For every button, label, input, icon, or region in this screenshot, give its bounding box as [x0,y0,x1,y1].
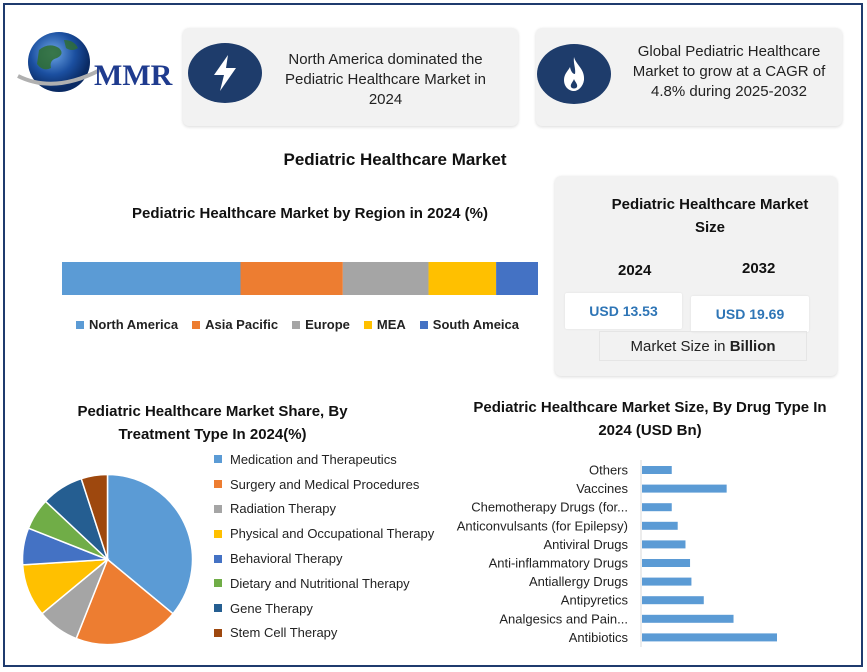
region-legend-item: Asia Pacific [192,317,278,332]
pie-legend: Medication and Therapeutics Surgery and M… [214,447,434,645]
pie-legend-item: Surgery and Medical Procedures [214,472,434,497]
drug-bar-chart: Others Vaccines Chemotherapy Drugs (for...… [457,460,777,647]
drug-category-label: Antibiotics [569,630,629,645]
legend-swatch [214,554,222,563]
region-segment-north-america [62,262,241,295]
legend-swatch [214,455,222,464]
logo: MMR [14,28,174,98]
drug-category-label: Analgesics and Pain... [499,611,628,626]
highlight-card-region: North America dominated the Pediatric He… [183,28,518,126]
region-legend-item: North America [76,317,178,332]
value-2024: USD 13.53 [565,293,682,329]
market-size-title: Pediatric Healthcare Market Size [611,196,809,236]
legend-swatch [363,320,372,329]
legend-swatch [214,504,222,513]
legend-label: Gene Therapy [230,600,313,616]
drug-category-label: Vaccines [576,481,628,496]
legend-swatch [419,320,428,329]
pie-slice-surgery-and-medical-procedures [75,558,175,646]
region-legend-item: Europe [292,317,350,332]
value-2032: USD 19.69 [691,296,809,332]
region-stacked-bar [62,262,538,295]
drug-category-label: Chemotherapy Drugs (for... [471,500,628,515]
drug-bar-antiallergy-drugs [642,577,692,586]
legend-label: North America [89,317,179,332]
treatment-pie-chart [21,473,194,646]
logo-text: MMR [94,59,173,92]
drug-category-label: Antiviral Drugs [543,537,628,552]
legend-swatch [214,480,222,489]
footer-unit: Billion [729,337,776,355]
legend-label: Europe [305,317,350,332]
legend-label: Behavioral Therapy [230,551,343,567]
pie-slice-stem-cell-therapy [80,473,109,560]
pie-legend-item: Dietary and Nutritional Therapy [214,571,434,596]
year-2032-label: 2032 [742,260,776,277]
pie-legend-item: Gene Therapy [214,596,434,621]
legend-swatch [214,579,222,588]
drug-bar-others [642,466,672,474]
pie-legend-item: Physical and Occupational Therapy [214,521,434,546]
legend-swatch [214,628,222,637]
legend-label: Asia Pacific [205,317,279,332]
legend-swatch [76,320,84,329]
legend-swatch [192,320,201,329]
card-1-text: North America dominated the Pediatric He… [285,51,486,108]
legend-swatch [214,604,222,613]
main-title: Pediatric Healthcare Market [283,150,507,169]
pie-legend-item: Behavioral Therapy [214,546,434,571]
region-chart-title: Pediatric Healthcare Market by Region in… [132,205,488,222]
region-legend-item: MEA [363,317,406,332]
legend-label: Dietary and Nutritional Therapy [230,575,410,591]
region-legend-item: South Ameica [419,317,519,332]
legend-label: Medication and Therapeutics [230,451,397,467]
legend-swatch [292,320,301,329]
pie-legend-item: Stem Cell Therapy [214,621,434,646]
drug-category-label: Antiallergy Drugs [529,574,628,589]
drug-bar-antibiotics [642,633,777,642]
region-segment-south-ameica [496,262,538,295]
market-size-footer: Market Size in Billion [599,331,807,361]
region-segment-asia-pacific [240,262,343,295]
drug-bar-vaccines [642,484,727,493]
footer-prefix: Market Size in [630,337,730,355]
drug-bar-anticonvulsants-for-epilepsy [642,521,678,530]
globe-logo-icon: MMR [17,32,173,92]
drug-category-label: Others [589,463,629,478]
drug-bar-antipyretics [642,596,704,605]
card-2-text: Global Pediatric Healthcare Market to gr… [632,43,826,100]
region-legend: North America Asia Pacific Europe MEA South … [76,317,519,332]
legend-label: South Ameica [432,317,519,332]
legend-swatch [214,529,222,538]
region-segment-mea [428,262,497,295]
drug-bar-anti-inflammatory-drugs [642,559,691,567]
legend-label: Surgery and Medical Procedures [230,476,420,492]
pie-legend-item: Radiation Therapy [214,497,434,522]
legend-label: MEA [376,317,406,332]
market-size-card: Pediatric Healthcare Market Size 2024 20… [555,176,837,376]
drug-category-label: Antipyretics [561,593,629,608]
drug-category-label: Anticonvulsants (for Epilepsy) [457,518,628,533]
lightning-bolt-icon [188,43,262,103]
flame-icon [537,44,611,104]
legend-label: Radiation Therapy [230,501,336,517]
pie-chart-title: Pediatric Healthcare Market Share, By Tr… [77,403,348,443]
pie-legend-item: Medication and Therapeutics [214,447,434,472]
legend-label: Physical and Occupational Therapy [230,526,435,542]
drug-chart-title: Pediatric Healthcare Market Size, By Dru… [473,399,827,439]
drug-bar-chemotherapy-drugs-for [642,503,672,512]
drug-category-label: Anti-inflammatory Drugs [489,556,629,571]
pie-slice-medication-and-therapeutics [106,473,194,615]
drug-bar-analgesics-and-pain [642,614,734,623]
year-2024-label: 2024 [618,262,652,279]
drug-bar-antiviral-drugs [642,540,686,549]
highlight-card-cagr: Global Pediatric Healthcare Market to gr… [536,28,842,126]
legend-label: Stem Cell Therapy [230,625,338,641]
region-segment-europe [342,262,429,295]
